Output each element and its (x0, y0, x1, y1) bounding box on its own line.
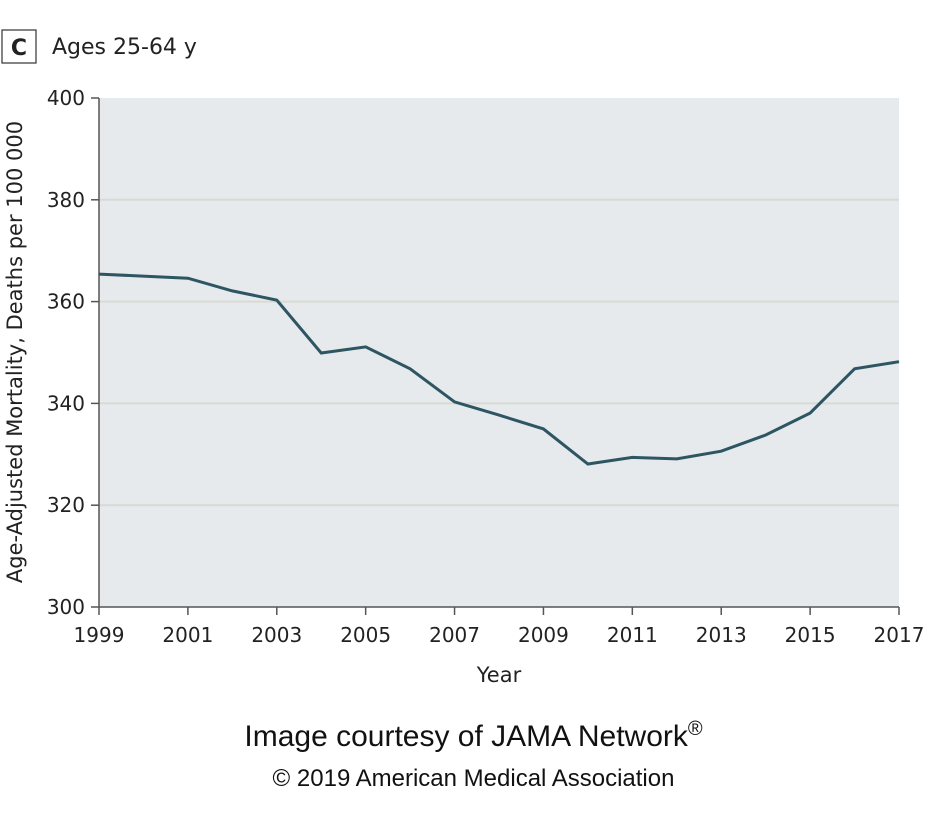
registered-mark: ® (687, 718, 703, 740)
series-group (98, 272, 900, 466)
plot-area (99, 98, 899, 607)
x-tick-label: 2013 (696, 623, 747, 647)
y-axis-ticks: 300 320 340 360 380 400 (47, 86, 99, 619)
gridlines (99, 198, 899, 507)
x-tick-label: 1999 (74, 623, 125, 647)
y-tick-label: 320 (47, 493, 85, 517)
line-chart: C Ages 25-64 y 1999 2001 2003 2005 2007 2009 2… (1, 29, 925, 687)
y-tick-label: 360 (47, 290, 85, 314)
x-tick-label: 2011 (607, 623, 658, 647)
x-tick-label: 2005 (340, 623, 391, 647)
courtesy-text: Image courtesy of JAMA Network® (0, 718, 947, 754)
x-tick-label: 2015 (785, 623, 836, 647)
y-tick-label: 300 (47, 595, 85, 619)
copyright-text: © 2019 American Medical Association (272, 765, 675, 792)
x-axis-title: Year (476, 663, 522, 687)
x-tick-label: 2009 (518, 623, 569, 647)
x-tick-label: 2017 (874, 623, 925, 647)
panel-label-box (1, 29, 37, 64)
panel-title: Ages 25-64 y (52, 35, 197, 60)
x-axis-ticks: 1999 2001 2003 2005 2007 2009 2011 2013 2015 2017 (74, 607, 925, 647)
courtesy-label: Image courtesy of JAMA Network (244, 720, 688, 753)
x-tick-label: 2001 (162, 623, 213, 647)
axes (98, 98, 899, 608)
y-tick-label: 340 (47, 391, 85, 415)
y-axis-title: Age-Adjusted Mortality, Deaths per 100 0… (3, 121, 27, 583)
x-tick-label: 2003 (251, 623, 302, 647)
x-tick-label: 2007 (429, 623, 480, 647)
series-line (98, 272, 900, 466)
y-tick-label: 400 (47, 86, 85, 110)
y-tick-label: 380 (47, 188, 85, 212)
panel-letter: C (11, 36, 27, 61)
